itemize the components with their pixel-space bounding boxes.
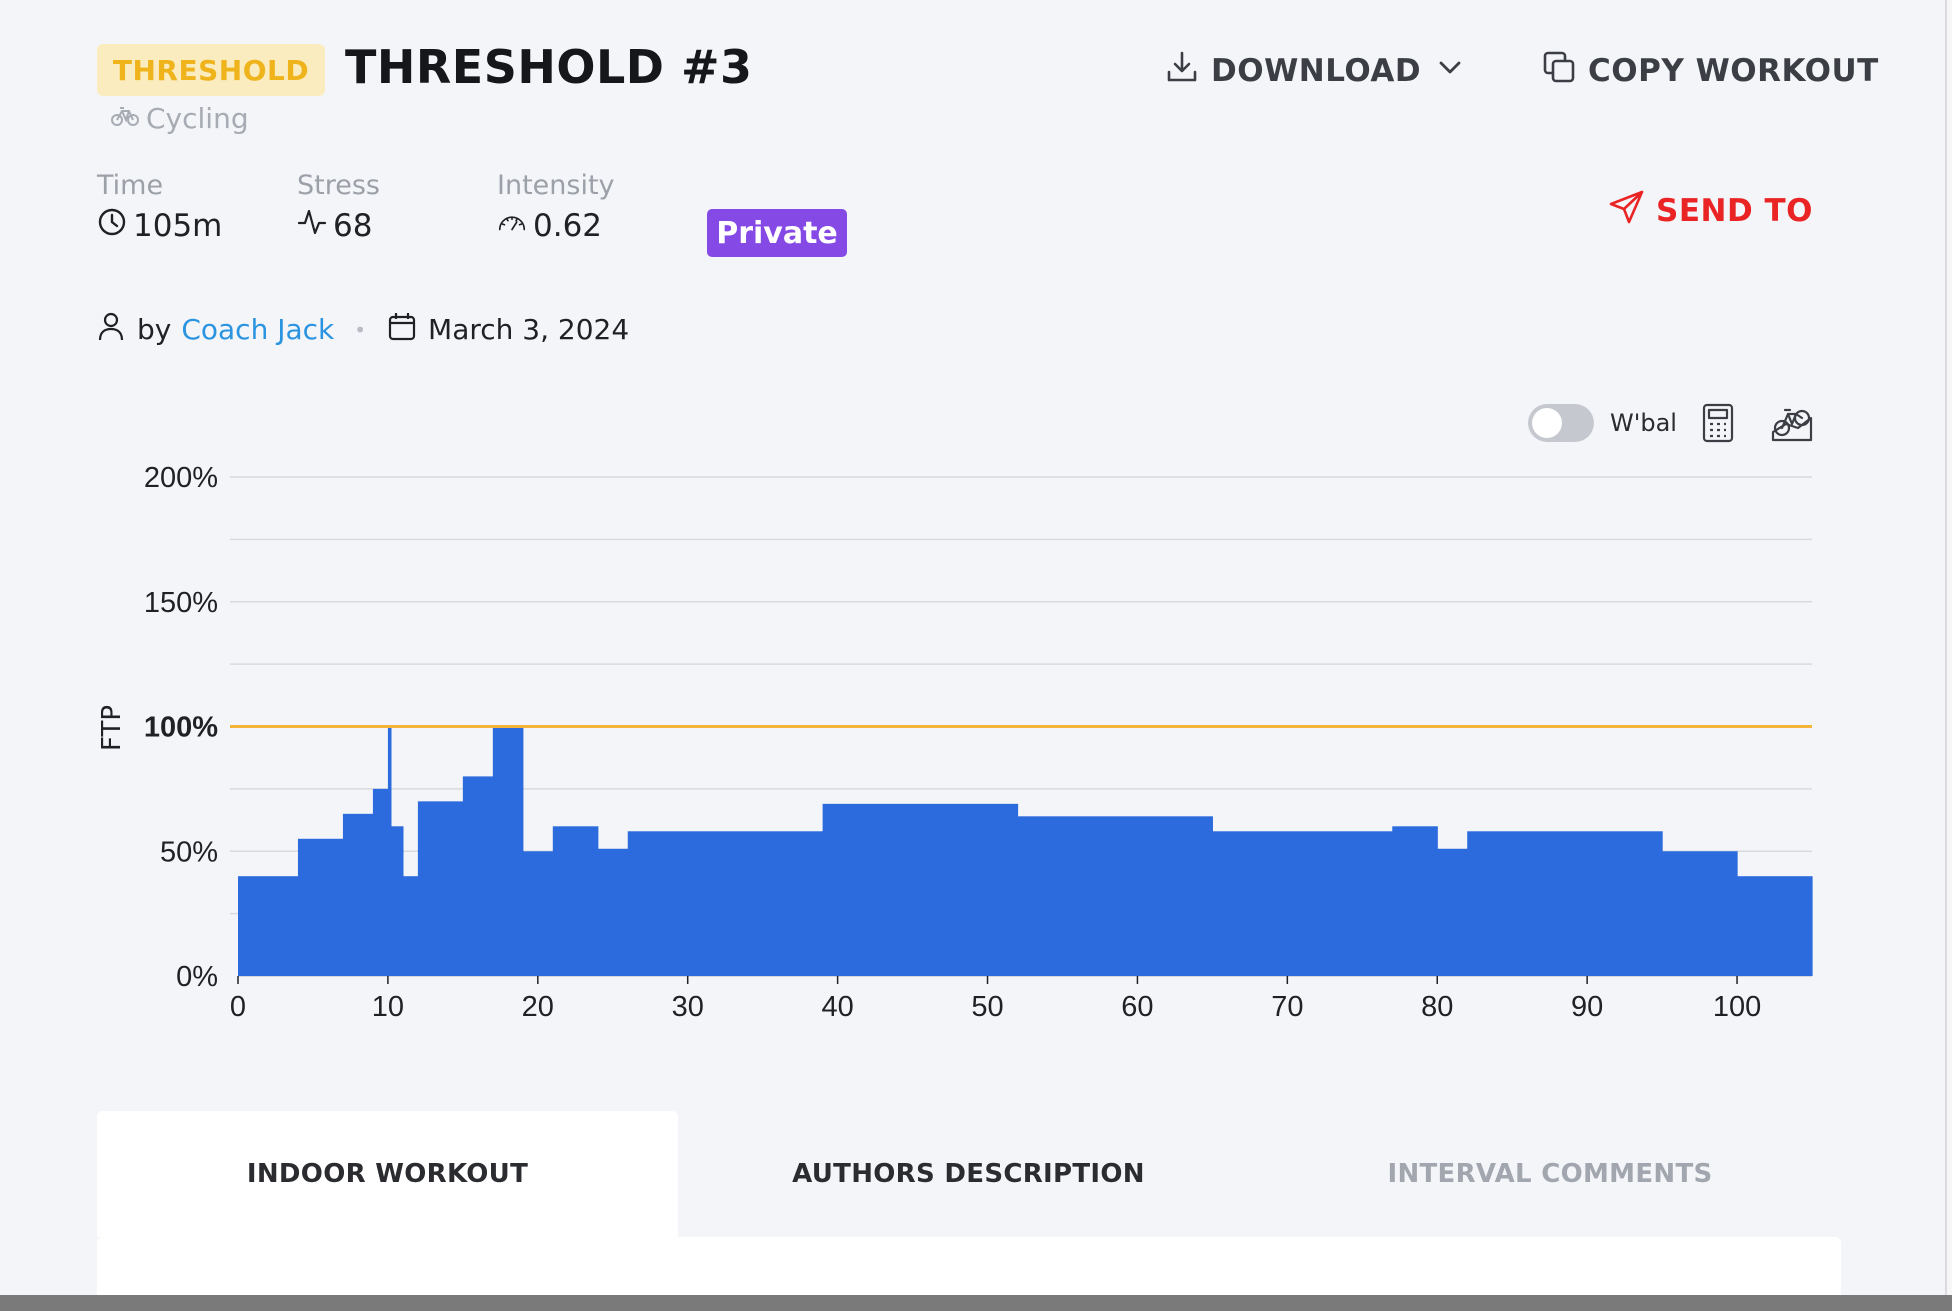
x-tick-label: 10	[372, 991, 404, 1023]
copy-workout-button[interactable]: COPY WORKOUT	[1540, 48, 1879, 94]
x-tick-label: 0	[230, 991, 246, 1023]
pulse-icon	[297, 207, 327, 245]
stat-time-value: 105m	[133, 208, 223, 244]
copy-workout-label: COPY WORKOUT	[1588, 53, 1879, 89]
x-tick-label: 40	[821, 991, 853, 1023]
stat-stress-value: 68	[333, 208, 373, 244]
workout-power-chart: 0%50%100%150%200%0 10 20 30 40 50 60 70 80 90 100 …	[97, 462, 1813, 1023]
send-to-button[interactable]: SEND TO	[1608, 188, 1813, 234]
sport-label: Cycling	[110, 100, 249, 137]
workout-tabs: INDOOR WORKOUT AUTHORS DESCRIPTION INTER…	[97, 1111, 1841, 1237]
workout-interval-bar	[1017, 816, 1213, 976]
x-tick-label: 20	[522, 991, 554, 1023]
calculator-button[interactable]	[1698, 402, 1738, 444]
workout-interval-bar	[522, 851, 554, 976]
y-tick-label: 100%	[144, 712, 218, 744]
workout-interval-bar	[597, 848, 629, 976]
separator-dot: •	[354, 317, 367, 342]
send-to-label: SEND TO	[1656, 193, 1813, 229]
workout-interval-bar	[1437, 848, 1468, 976]
download-button[interactable]: DOWNLOAD	[1163, 48, 1469, 94]
y-tick-label: 0%	[176, 961, 218, 993]
bike-chart-button[interactable]	[1770, 402, 1813, 444]
x-tick-label: 90	[1571, 991, 1603, 1023]
workout-interval-bar	[627, 831, 824, 976]
stat-time: Time 105m	[97, 170, 222, 245]
workout-interval-bar	[387, 726, 392, 976]
page-title: THRESHOLD #3	[345, 40, 753, 94]
window-edge	[1947, 0, 1952, 1295]
y-tick-label: 150%	[144, 587, 218, 619]
workout-interval-bar	[417, 801, 464, 976]
x-tick-label: 70	[1271, 991, 1303, 1023]
stat-time-label: Time	[97, 170, 164, 201]
chevron-down-icon	[1431, 48, 1469, 94]
workout-interval-bar	[402, 876, 419, 976]
author-link[interactable]: Coach Jack	[181, 313, 335, 346]
stat-intensity: Intensity 0.62	[497, 170, 615, 245]
bike-icon	[110, 100, 140, 137]
wbal-toggle[interactable]	[1528, 404, 1594, 442]
bike-chart-icon	[1770, 408, 1814, 448]
workout-interval-bar	[1467, 831, 1663, 976]
stat-intensity-label: Intensity	[497, 170, 615, 201]
calendar-icon	[386, 310, 418, 349]
visibility-badge: Private	[707, 209, 847, 257]
clock-icon	[97, 207, 127, 245]
tab-content-panel	[97, 1237, 1841, 1295]
workout-interval-bar	[822, 803, 1019, 976]
stat-intensity-value: 0.62	[533, 208, 603, 244]
x-tick-label: 100	[1713, 991, 1761, 1023]
taskbar-strip	[0, 1295, 1952, 1311]
workout-date: March 3, 2024	[428, 313, 630, 346]
tab-interval-comments[interactable]: INTERVAL COMMENTS	[1387, 1159, 1713, 1189]
stat-stress-label: Stress	[297, 170, 380, 201]
workout-interval-bar	[238, 876, 299, 976]
workout-interval-bar	[1737, 876, 1813, 976]
y-tick-label: 50%	[160, 836, 218, 868]
tab-authors-description[interactable]: AUTHORS DESCRIPTION	[792, 1159, 1145, 1189]
download-icon	[1163, 48, 1201, 94]
workout-interval-bar	[492, 726, 524, 976]
x-tick-label: 50	[971, 991, 1003, 1023]
toggle-knob	[1532, 408, 1562, 438]
workout-interval-bar	[372, 788, 389, 976]
send-icon	[1608, 188, 1646, 234]
calculator-icon	[1698, 403, 1738, 448]
workout-interval-bar	[1392, 826, 1438, 976]
workout-interval-bar	[297, 838, 344, 976]
x-tick-label: 30	[672, 991, 704, 1023]
workout-type-tag: THRESHOLD	[97, 44, 325, 96]
y-tick-label: 200%	[144, 462, 218, 494]
y-axis-label: FTP	[97, 705, 127, 751]
x-tick-label: 80	[1421, 991, 1453, 1023]
workout-interval-bar	[342, 813, 374, 976]
copy-icon	[1540, 48, 1578, 94]
x-tick-label: 60	[1121, 991, 1153, 1023]
workout-interval-bar	[1212, 831, 1393, 976]
workout-interval-bar	[462, 776, 494, 976]
gauge-icon	[497, 207, 527, 245]
wbal-label: W'bal	[1610, 409, 1677, 437]
workout-interval-bar	[1662, 851, 1738, 976]
byline: by Coach Jack • March 3, 2024	[95, 310, 629, 349]
tab-indoor-workout[interactable]: INDOOR WORKOUT	[97, 1111, 678, 1237]
workout-interval-bar	[390, 826, 404, 976]
sport-text: Cycling	[146, 102, 249, 135]
user-icon	[95, 310, 127, 349]
stat-stress: Stress 68	[297, 170, 380, 245]
workout-interval-bar	[552, 826, 599, 976]
download-label: DOWNLOAD	[1211, 53, 1422, 89]
byline-prefix: by	[137, 313, 172, 346]
